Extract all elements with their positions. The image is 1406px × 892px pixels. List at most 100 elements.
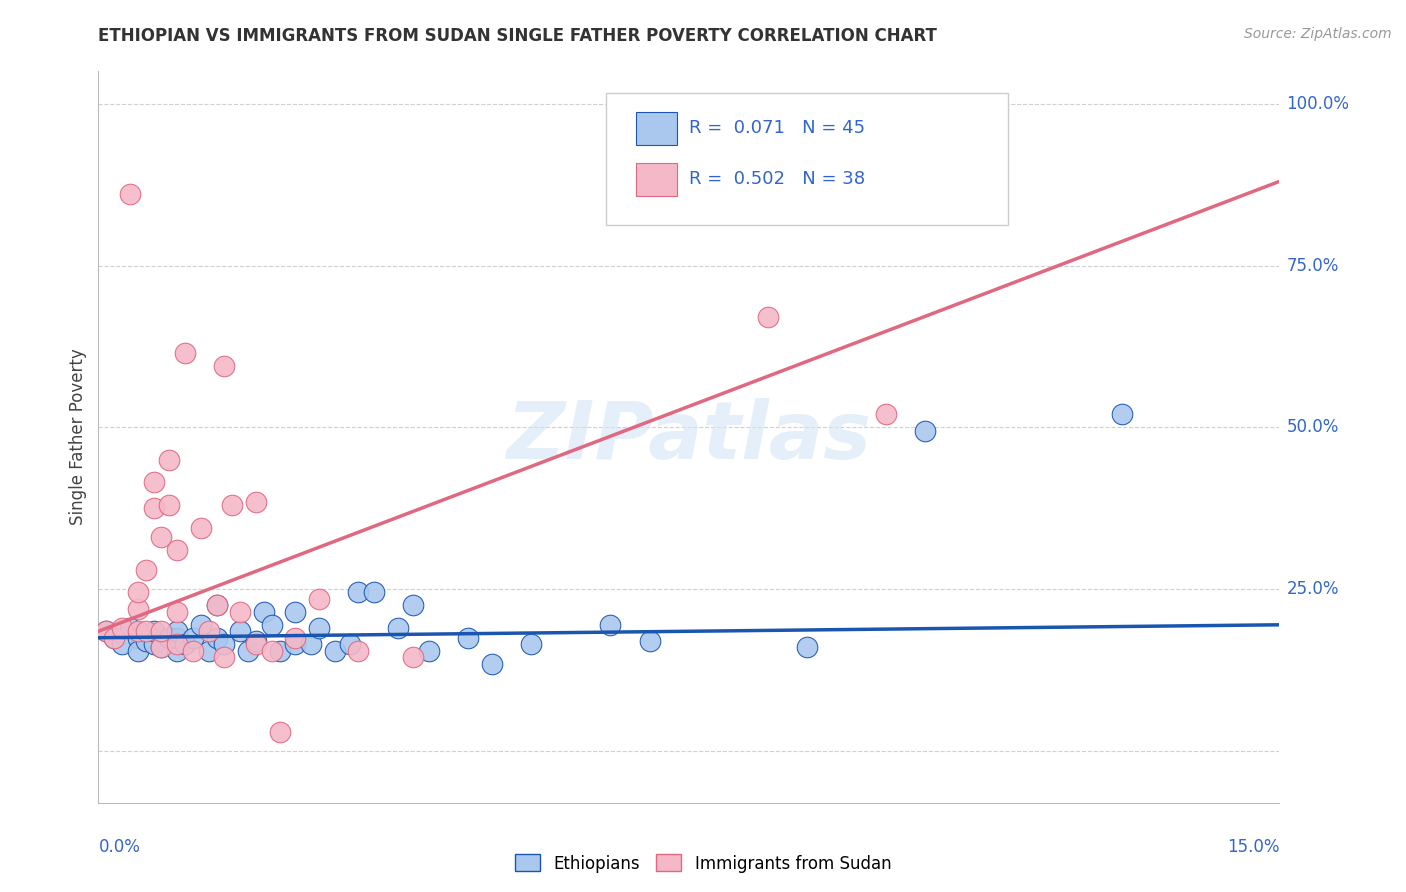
Point [339,637,361,651]
Point [299,637,322,651]
Point [142,475,165,490]
Point [796,640,818,655]
Point [308,621,330,635]
Point [166,631,188,645]
FancyBboxPatch shape [636,112,678,145]
Y-axis label: Single Father Poverty: Single Father Poverty [69,349,87,525]
Point [190,617,212,632]
Point [387,621,409,635]
Point [214,650,236,665]
Point [363,585,385,599]
Point [402,599,425,613]
Point [599,617,621,632]
Point [166,643,188,657]
Point [197,643,219,657]
Point [197,624,219,639]
Point [520,637,543,651]
Text: 15.0%: 15.0% [1227,838,1279,856]
Point [457,631,479,645]
Point [229,605,252,619]
Point [150,640,173,655]
Text: 75.0%: 75.0% [1286,257,1339,275]
Point [1111,408,1133,422]
Text: Source: ZipAtlas.com: Source: ZipAtlas.com [1244,27,1392,41]
Point [260,643,283,657]
Point [103,631,125,645]
Point [214,637,236,651]
Point [245,637,267,651]
Point [402,650,425,665]
Point [284,631,307,645]
Point [174,346,197,360]
Point [166,605,188,619]
Point [127,643,149,657]
Point [756,310,779,325]
Point [135,563,157,577]
Point [181,631,204,645]
Point [150,640,173,655]
Point [284,637,307,651]
Point [221,498,243,512]
Text: R =  0.502   N = 38: R = 0.502 N = 38 [689,169,865,188]
Point [190,521,212,535]
Point [245,634,267,648]
Point [347,585,370,599]
Point [150,530,173,544]
Point [111,621,134,635]
Point [481,657,503,671]
Point [174,637,197,651]
Point [157,631,180,645]
Text: R =  0.071   N = 45: R = 0.071 N = 45 [689,119,865,136]
Point [127,631,149,645]
Legend: Ethiopians, Immigrants from Sudan: Ethiopians, Immigrants from Sudan [508,847,898,880]
Point [142,637,165,651]
Point [135,634,157,648]
Point [166,637,188,651]
Point [127,601,149,615]
FancyBboxPatch shape [606,94,1008,225]
Point [118,187,141,202]
Point [418,643,440,657]
Point [205,599,228,613]
Text: 100.0%: 100.0% [1286,95,1350,112]
Point [142,501,165,516]
Point [245,495,267,509]
Point [111,637,134,651]
Point [205,631,228,645]
Point [269,724,291,739]
Point [214,359,236,373]
Point [150,624,173,639]
Point [914,424,936,438]
Point [157,498,180,512]
Text: 0.0%: 0.0% [98,838,141,856]
Point [323,643,346,657]
Point [638,634,661,648]
Point [166,543,188,558]
Point [127,624,149,639]
Point [347,643,370,657]
Text: ZIPatlas: ZIPatlas [506,398,872,476]
Point [284,605,307,619]
Text: ETHIOPIAN VS IMMIGRANTS FROM SUDAN SINGLE FATHER POVERTY CORRELATION CHART: ETHIOPIAN VS IMMIGRANTS FROM SUDAN SINGL… [98,27,938,45]
Point [181,643,204,657]
FancyBboxPatch shape [636,162,678,195]
Point [236,643,259,657]
Point [229,624,252,639]
Text: 50.0%: 50.0% [1286,418,1339,436]
Point [127,585,149,599]
Point [166,624,188,639]
Point [96,624,118,639]
Point [308,591,330,606]
Point [157,452,180,467]
Point [253,605,276,619]
Point [96,624,118,639]
Point [135,624,157,639]
Point [205,599,228,613]
Point [260,617,283,632]
Point [118,621,141,635]
Point [103,631,125,645]
Point [875,408,897,422]
Point [142,624,165,639]
Point [269,643,291,657]
Text: 25.0%: 25.0% [1286,580,1339,599]
